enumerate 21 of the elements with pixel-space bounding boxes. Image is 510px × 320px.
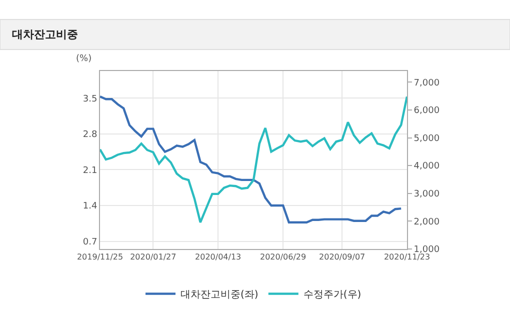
x-tick-label: 2020/11/23 bbox=[384, 252, 430, 262]
x-tick-label: 2020/09/07 bbox=[319, 252, 366, 262]
y2-tick-label: 7,000 bbox=[414, 78, 440, 88]
y2-tick-label: 5,000 bbox=[414, 134, 440, 144]
y-tick-label: 2.1 bbox=[82, 166, 98, 176]
y-tick-label: 0.7 bbox=[82, 237, 98, 248]
legend-label: 수정주가(우) bbox=[303, 290, 362, 301]
y2-tick-label: 3,000 bbox=[414, 190, 440, 200]
y-tick-label: 1.4 bbox=[82, 202, 98, 212]
y-axis-title: (%) bbox=[76, 54, 92, 64]
y-tick-label: 3.5 bbox=[82, 94, 98, 104]
y2-tick-label: 4,000 bbox=[414, 162, 440, 172]
x-tick-label: 2020/06/29 bbox=[260, 252, 306, 262]
x-tick-label: 2019/11/25 bbox=[76, 252, 124, 262]
x-tick-label: 2020/01/27 bbox=[130, 252, 176, 262]
legend-label: 대차잔고비중(좌) bbox=[180, 290, 258, 301]
chart-title: 대차잔고비중 bbox=[12, 28, 78, 41]
y2-tick-label: 6,000 bbox=[414, 106, 440, 116]
y-tick-label: 2.8 bbox=[82, 130, 98, 140]
x-tick-label: 2020/04/13 bbox=[195, 252, 242, 262]
y2-tick-label: 2,000 bbox=[414, 217, 440, 228]
